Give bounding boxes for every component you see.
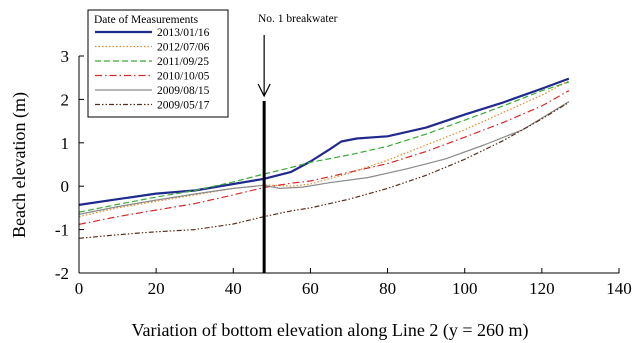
x-tick-label: 60: [302, 279, 319, 298]
series-layer: [78, 77, 570, 239]
y-tick-label: 0: [61, 177, 70, 196]
series-line-2010-10-05: [78, 90, 570, 225]
x-tick-label: 0: [75, 279, 84, 298]
series-line-2013-01-16: [78, 77, 570, 206]
series-line-2012-07-06: [78, 80, 570, 218]
x-tick-label: 100: [452, 279, 478, 298]
legend-entry: 2010/10/05: [157, 71, 210, 83]
x-tick-label: 120: [529, 279, 555, 298]
annotation-layer: No. 1 breakwater: [257, 13, 338, 273]
x-axis-title: Variation of bottom elevation along Line…: [131, 320, 528, 341]
legend-entry: 2009/05/17: [157, 100, 210, 112]
y-tick-label: -2: [55, 264, 69, 283]
y-tick-label: 3: [61, 47, 70, 66]
axis-layer: 0 20 40 60 80 100 120 140 -2 -1 0 1 2 3: [55, 47, 632, 298]
legend-entry: 2013/01/16: [157, 27, 210, 39]
legend-entry: 2012/07/06: [157, 42, 210, 54]
series-line-2009-08-15: [78, 101, 570, 215]
y-tick-label: -1: [55, 221, 69, 240]
x-tick-label: 20: [148, 279, 165, 298]
series-line-2009-05-17: [78, 101, 570, 239]
x-tick-label: 40: [225, 279, 242, 298]
breakwater-arrow-icon: [257, 83, 271, 98]
legend-box: [87, 9, 229, 118]
legend-items: 2013/01/16 2012/07/06 2011/09/25 2010/10/05…: [95, 27, 210, 112]
legend-entry: 2009/08/15: [157, 85, 210, 97]
legend: Date of Measurements 2013/01/16 2012/07/0…: [87, 9, 229, 118]
breakwater-label: No. 1 breakwater: [258, 13, 338, 25]
x-tick-label: 80: [379, 279, 396, 298]
y-tick-label: 1: [61, 134, 70, 153]
y-tick-label: 2: [61, 90, 70, 109]
legend-entry: 2011/09/25: [157, 56, 209, 68]
x-tick-label: 140: [606, 279, 632, 298]
legend-title: Date of Measurements: [94, 14, 199, 26]
y-axis-title: Beach elevation (m): [9, 92, 30, 238]
series-line-2011-09-25: [78, 81, 570, 213]
